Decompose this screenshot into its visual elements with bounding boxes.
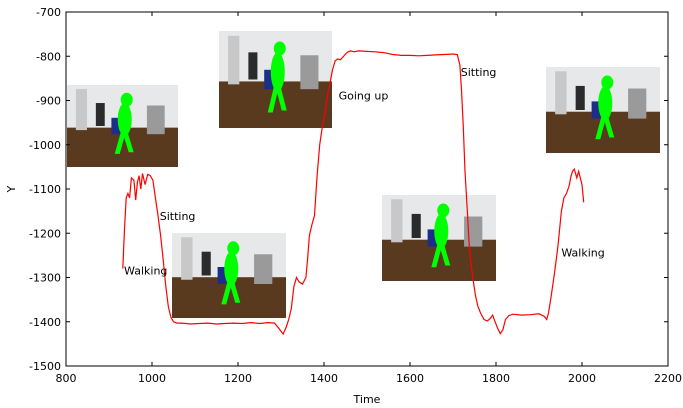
silhouette-leg	[123, 132, 134, 153]
inset-chair	[427, 229, 437, 247]
annotation-label: Walking	[124, 264, 167, 277]
silhouette-body	[434, 213, 449, 249]
silhouette-head	[601, 75, 614, 90]
silhouette-head	[273, 41, 286, 56]
inset-cabinet	[300, 55, 319, 90]
y-tick-label: -1300	[29, 272, 61, 285]
silhouette-head	[227, 241, 240, 256]
inset-door	[228, 35, 240, 85]
inset-chair	[264, 69, 274, 90]
silhouette-body	[270, 52, 285, 92]
y-tick-label: -1000	[29, 139, 61, 152]
y-tick-label: -800	[36, 50, 61, 63]
silhouette-head	[437, 203, 450, 218]
silhouette-body	[224, 251, 239, 286]
x-tick-label: 1400	[310, 372, 338, 385]
inset-photo	[382, 195, 496, 281]
inset-cabinet	[254, 254, 273, 284]
inset-photo	[67, 85, 178, 167]
x-tick-label: 1600	[396, 372, 424, 385]
inset-cabinet	[146, 105, 165, 135]
silhouette-leg	[440, 244, 451, 266]
inset-cabinet	[464, 216, 483, 247]
inset-photos	[67, 31, 660, 318]
inset-computer	[575, 85, 585, 110]
silhouette-leg	[276, 87, 287, 111]
y-axis: -700 -800 -900 -1000 -1100 -1200 -1300 -1400 -15…	[29, 6, 668, 373]
silhouette-leg	[604, 116, 615, 138]
inset-door	[391, 199, 403, 243]
annotations: Walking Sitting Going up Sitting Walking	[124, 66, 605, 277]
annotation-label: Sitting	[160, 210, 196, 223]
x-axis-label: Time	[353, 393, 381, 406]
x-tick-label: 1200	[224, 372, 252, 385]
silhouette-body	[117, 103, 132, 136]
x-tick-label: 1000	[138, 372, 166, 385]
inset-computer	[95, 103, 105, 126]
y-tick-label: -1400	[29, 316, 61, 329]
inset-computer	[248, 52, 258, 80]
y-tick-label: -1200	[29, 227, 61, 240]
person-silhouette	[267, 41, 287, 113]
silhouette-leg	[267, 87, 278, 113]
inset-chair	[217, 267, 227, 284]
annotation-label: Sitting	[461, 66, 497, 79]
x-tick-label: 2200	[654, 372, 682, 385]
y-axis-label: Y	[5, 185, 18, 193]
y-tick-label: -700	[36, 6, 61, 19]
annotation-label: Going up	[339, 90, 389, 103]
inset-chair	[111, 117, 121, 135]
person-silhouette	[595, 75, 615, 140]
silhouette-leg	[595, 116, 606, 140]
x-tick-label: 1800	[482, 372, 510, 385]
silhouette-leg	[230, 282, 241, 303]
inset-cabinet	[628, 88, 647, 119]
inset-door	[181, 237, 193, 280]
y-tick-label: -900	[36, 95, 61, 108]
inset-photo	[546, 67, 660, 153]
silhouette-body	[598, 85, 613, 121]
inset-door	[555, 71, 567, 115]
y-tick-label: -1100	[29, 183, 61, 196]
series-line	[122, 50, 585, 336]
y-tick-label: -1500	[29, 360, 61, 373]
person-silhouette	[114, 92, 134, 154]
silhouette-leg	[114, 132, 125, 154]
person-silhouette	[221, 241, 241, 305]
inset-computer	[201, 251, 211, 276]
inset-photo	[172, 233, 286, 318]
inset-door	[75, 89, 87, 131]
silhouette-leg	[221, 282, 232, 305]
inset-chair	[591, 101, 601, 119]
x-axis: 800 1000 1200 1400 1600 1800 2000 2200	[56, 12, 682, 385]
x-tick-label: 800	[56, 372, 77, 385]
inset-computer	[411, 213, 421, 238]
silhouette-leg	[431, 244, 442, 268]
person-silhouette	[431, 203, 451, 268]
annotation-label: Walking	[561, 247, 604, 260]
x-tick-label: 2000	[568, 372, 596, 385]
inset-photo	[219, 31, 332, 128]
